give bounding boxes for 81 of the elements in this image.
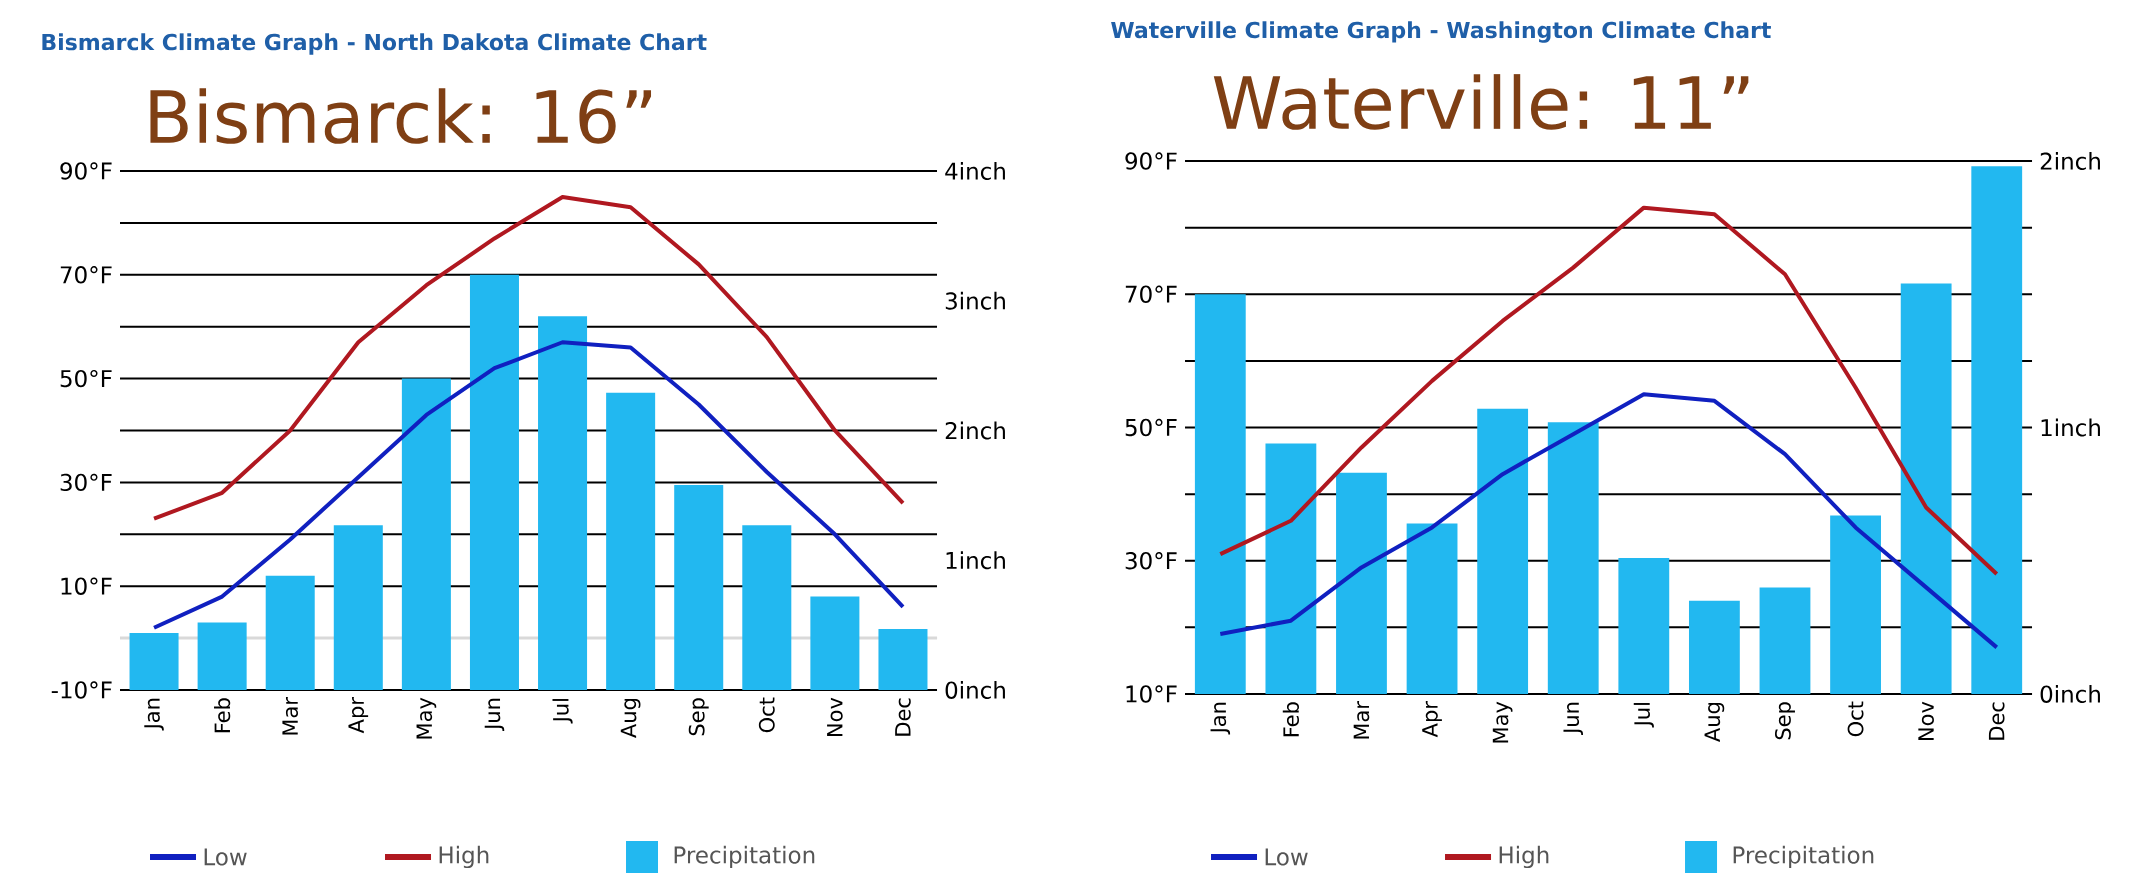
bar bbox=[1971, 166, 2023, 694]
text: Bismarck: 16” bbox=[150, 88, 652, 144]
x-tick-label: Sep bbox=[688, 698, 709, 736]
bar bbox=[469, 274, 519, 690]
line-series bbox=[1218, 205, 1999, 577]
bar bbox=[1477, 408, 1529, 694]
legend-label: High bbox=[1499, 845, 1549, 869]
legend-label: Precipitation bbox=[674, 845, 815, 869]
x-tick-label: Dec bbox=[895, 698, 911, 736]
x-tick-label: Oct bbox=[1847, 701, 1864, 737]
bar bbox=[606, 392, 656, 690]
bar bbox=[1194, 294, 1246, 694]
x-tick-label: Apr bbox=[1422, 701, 1442, 738]
x-tick-label: Jun bbox=[484, 698, 505, 731]
y2-tick-label: 3inch bbox=[945, 291, 1005, 310]
bar bbox=[1759, 587, 1811, 694]
y-tick-label: 30°F bbox=[1125, 552, 1177, 570]
bar bbox=[333, 525, 383, 690]
bar bbox=[1900, 283, 1952, 694]
bar bbox=[1618, 558, 1670, 694]
y-tick-label: 50°F bbox=[60, 369, 112, 388]
bar bbox=[674, 484, 724, 690]
y-tick-label: 90°F bbox=[60, 162, 112, 180]
bar bbox=[1265, 443, 1317, 694]
line-series bbox=[152, 340, 905, 630]
x-tick-label: Feb bbox=[1282, 702, 1300, 737]
line-series bbox=[1218, 392, 1999, 650]
legend-label: Low bbox=[1265, 848, 1308, 866]
line-series bbox=[152, 194, 905, 521]
x-tick-label: Feb bbox=[214, 698, 231, 733]
x-tick-label: Jan bbox=[1210, 702, 1231, 735]
y-tick-label: 70°F bbox=[1125, 285, 1177, 303]
bar bbox=[810, 596, 860, 690]
y-tick-label: 10°F bbox=[1126, 685, 1177, 703]
x-tick-label: Mar bbox=[1353, 701, 1370, 739]
x-tick-label: May bbox=[1492, 701, 1513, 743]
legend-label: High bbox=[439, 845, 489, 869]
y2-tick-label: 2inch bbox=[2040, 152, 2100, 170]
chart-title: Waterville Climate Graph - Washington Climate Chart bbox=[1111, 21, 1771, 43]
bar bbox=[878, 629, 928, 690]
y-tick-label: 10°F bbox=[61, 577, 112, 595]
bar bbox=[1336, 472, 1387, 694]
x-tick-label: Apr bbox=[348, 697, 369, 734]
x-tick-label: Jun bbox=[1563, 702, 1583, 735]
bar bbox=[129, 632, 179, 690]
x-tick-label: Nov bbox=[1918, 701, 1934, 740]
y2-tick-label: 2inch bbox=[945, 421, 1005, 440]
y2-tick-label: 4inch bbox=[945, 162, 1005, 180]
bar bbox=[401, 378, 451, 690]
legend-label: Low bbox=[204, 848, 247, 866]
legend-label: Precipitation bbox=[1733, 845, 1874, 869]
bar bbox=[538, 316, 588, 690]
y2-tick-label: 1inch bbox=[946, 551, 1005, 570]
x-tick-label: Dec bbox=[1988, 702, 2005, 740]
x-tick-label: Aug bbox=[1704, 702, 1725, 742]
x-tick-label: Sep bbox=[1775, 702, 1795, 740]
y-tick-label: 90°F bbox=[1125, 152, 1177, 170]
bar bbox=[1830, 515, 1881, 694]
bar bbox=[1406, 523, 1458, 694]
bar bbox=[1547, 422, 1599, 694]
y-tick-label: -10°F bbox=[51, 681, 112, 699]
y-tick-label: 70°F bbox=[60, 266, 112, 284]
x-tick-label: May bbox=[416, 697, 437, 739]
y-tick-label: 30°F bbox=[60, 473, 112, 492]
y2-tick-label: 1inch bbox=[2041, 418, 2100, 437]
bar bbox=[1688, 600, 1740, 694]
chart-title: Bismarck Climate Graph - North Dakota Climate Chart bbox=[42, 33, 707, 55]
y2-tick-label: 0inch bbox=[2040, 685, 2100, 703]
x-tick-label: Jul bbox=[552, 699, 573, 724]
x-tick-label: Aug bbox=[620, 698, 641, 738]
x-tick-label: Jan bbox=[144, 698, 164, 731]
bar bbox=[197, 622, 247, 690]
x-tick-label: Jul bbox=[1633, 703, 1654, 728]
x-tick-label: Nov bbox=[827, 697, 843, 736]
bar bbox=[742, 525, 792, 690]
text: Waterville: 11” bbox=[1213, 74, 1749, 130]
x-tick-label: Mar bbox=[282, 697, 298, 735]
y-tick-label: 50°F bbox=[1125, 418, 1177, 437]
bar bbox=[265, 575, 315, 690]
y2-tick-label: 0inch bbox=[945, 681, 1005, 699]
x-tick-label: Oct bbox=[758, 697, 775, 733]
